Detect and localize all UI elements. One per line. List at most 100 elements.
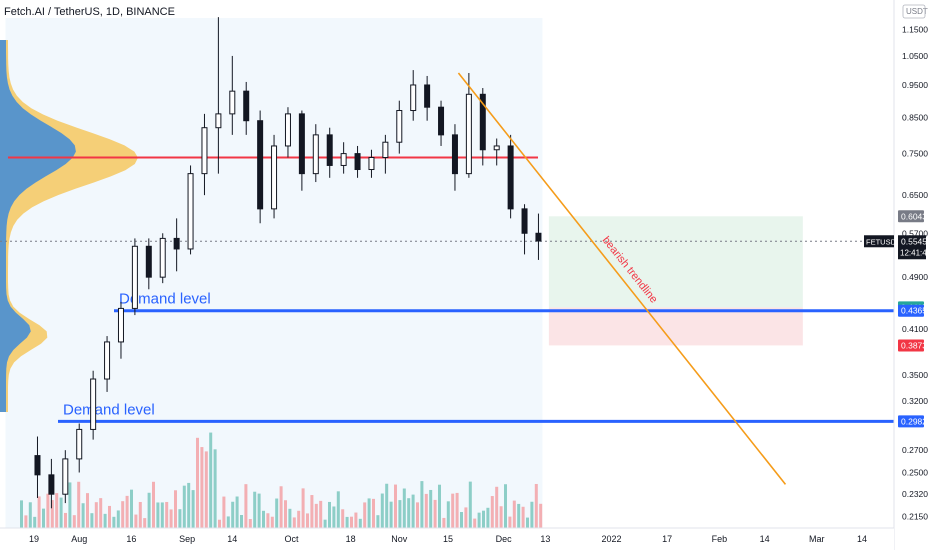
volume-bar	[332, 506, 336, 528]
volume-bar	[55, 493, 59, 528]
volume-bar	[354, 512, 358, 528]
candle-body	[187, 173, 194, 250]
volume-bar	[108, 505, 111, 528]
y-tick-label: 0.2150	[902, 511, 928, 521]
candle-body	[368, 156, 375, 171]
price-badge	[898, 415, 924, 428]
volume-bar	[336, 491, 340, 528]
time-axis[interactable]	[0, 528, 894, 550]
y-tick-label: 0.2320	[902, 489, 928, 499]
y-tick-label: 0.2500	[902, 468, 928, 478]
volume-bar	[407, 498, 411, 528]
volume-bar	[411, 494, 415, 528]
volume-bar	[394, 484, 397, 528]
volume-bar	[460, 511, 463, 528]
volume-bar	[486, 507, 490, 528]
currency-box[interactable]	[902, 4, 926, 19]
countdown-label: 12:41:49	[900, 248, 932, 257]
price-badge	[898, 339, 924, 352]
price-axis[interactable]	[894, 0, 932, 550]
volume-bar	[130, 489, 133, 528]
candle-body	[131, 245, 138, 309]
volume-bar	[24, 515, 28, 528]
volume-bar	[314, 503, 318, 528]
volume-bar	[380, 493, 384, 528]
x-tick-label: 14	[227, 534, 237, 544]
candle-body	[354, 153, 361, 171]
currency-label: USDT	[906, 7, 928, 16]
volume-bar	[94, 502, 98, 528]
volume-bar	[20, 500, 23, 528]
candle-body	[48, 474, 55, 495]
x-tick-label: 17	[662, 534, 672, 544]
volume-bar	[231, 501, 235, 528]
highlight-range	[5, 18, 543, 528]
volume-bar	[389, 501, 393, 528]
volume-bar	[147, 492, 151, 528]
candle-body	[215, 113, 222, 129]
candle-body	[243, 90, 250, 122]
x-tick-label: Mar	[809, 534, 825, 544]
stop-zone	[548, 307, 803, 346]
x-tick-label: Sep	[179, 534, 195, 544]
volume-bar	[446, 501, 450, 528]
volume-bar	[455, 492, 459, 528]
candle-body	[90, 378, 97, 430]
volume-bar	[28, 502, 32, 528]
volume-bar	[416, 502, 419, 528]
volume-bar	[160, 502, 164, 528]
volume-bar	[143, 518, 147, 528]
candle-body	[396, 110, 403, 143]
volume-bar	[490, 496, 494, 528]
volume-bar	[266, 513, 270, 528]
candle-body	[424, 84, 431, 108]
volume-bar	[508, 516, 512, 528]
candle-body	[271, 145, 278, 210]
last-price-badge	[898, 235, 926, 260]
volume-bar	[402, 488, 406, 528]
candle-body	[326, 134, 333, 166]
volume-bar	[319, 500, 323, 528]
x-tick-label: 2022	[601, 534, 621, 544]
y-tick-label: 0.6500	[902, 190, 928, 200]
volume-bar	[367, 498, 371, 528]
volume-bar	[433, 499, 437, 528]
candle-body	[201, 127, 208, 175]
candle-body	[62, 458, 69, 495]
candle-body	[229, 90, 236, 115]
volume-bar	[429, 489, 433, 528]
volume-bar	[134, 514, 138, 528]
x-tick-label: 13	[540, 534, 550, 544]
candle-body	[479, 93, 486, 151]
volume-bar	[279, 486, 283, 528]
last-price-label: 0.5545	[901, 236, 927, 246]
x-tick-label: 16	[126, 534, 136, 544]
y-tick-label: 0.4900	[902, 272, 928, 282]
price-badge	[898, 304, 924, 317]
candle-body	[298, 113, 305, 175]
volume-bar	[81, 503, 85, 528]
candle-body	[465, 93, 472, 175]
volume-bar	[33, 516, 37, 528]
candle-body	[535, 232, 542, 242]
y-tick-label: 0.3200	[902, 396, 928, 406]
y-tick-label: 0.5700	[902, 228, 928, 238]
y-tick-label: 1.0500	[902, 51, 928, 61]
volume-bar	[125, 495, 129, 528]
candle-body	[410, 84, 417, 112]
candle-body	[76, 428, 83, 460]
volume-bar	[512, 500, 516, 528]
volume-bar	[385, 483, 389, 528]
volume-bar	[451, 493, 455, 528]
price-badge	[898, 210, 924, 223]
volume-bar	[240, 514, 243, 528]
volume-bar	[530, 501, 534, 528]
volume-bar	[72, 515, 76, 528]
volume-bar	[64, 512, 67, 528]
candle-body	[145, 245, 152, 278]
volume-bar	[226, 516, 230, 528]
x-tick-label: Aug	[71, 534, 87, 544]
volume-bar	[169, 509, 173, 528]
